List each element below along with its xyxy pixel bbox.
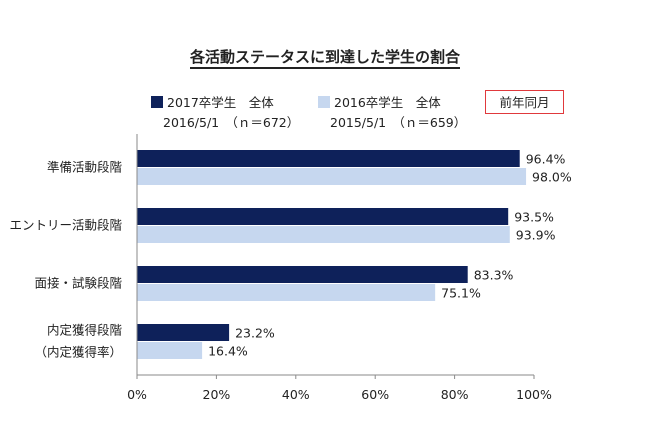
data-label: 23.2% bbox=[235, 326, 275, 341]
legend-label-2016: 2016卒学生 全体 bbox=[334, 95, 441, 110]
x-tick-label: 40% bbox=[282, 387, 310, 402]
legend-swatch-2016 bbox=[318, 96, 330, 108]
category-label: 面接・試験段階 bbox=[34, 276, 122, 291]
legend-subtitle-2017: 2016/5/1 （ｎ＝672） bbox=[163, 115, 300, 130]
bar bbox=[137, 266, 468, 283]
bar bbox=[137, 168, 527, 185]
x-tick-label: 0% bbox=[127, 387, 147, 402]
x-tick-label: 100% bbox=[516, 387, 552, 402]
legend-label-2017: 2017卒学生 全体 bbox=[167, 95, 274, 110]
bar bbox=[137, 342, 203, 359]
x-tick-label: 20% bbox=[203, 387, 231, 402]
data-label: 75.1% bbox=[441, 286, 481, 301]
bar bbox=[137, 324, 230, 341]
data-label: 16.4% bbox=[208, 344, 248, 359]
data-label: 93.9% bbox=[516, 228, 556, 243]
data-label: 98.0% bbox=[532, 170, 572, 185]
bar bbox=[137, 226, 510, 243]
bar bbox=[137, 208, 509, 225]
legend-swatch-2017 bbox=[151, 96, 163, 108]
bar bbox=[137, 284, 436, 301]
legend-2016: 2016卒学生 全体 2015/5/1 （ｎ＝659） bbox=[318, 93, 466, 133]
x-tick-label: 80% bbox=[441, 387, 469, 402]
year-comparison-callout: 前年同月 bbox=[485, 90, 564, 114]
category-label: 準備活動段階 bbox=[47, 160, 123, 175]
legend-subtitle-2016: 2015/5/1 （ｎ＝659） bbox=[330, 115, 467, 130]
category-label: 内定獲得段階 bbox=[47, 323, 123, 338]
category-label: エントリー活動段階 bbox=[9, 218, 122, 233]
bar bbox=[137, 150, 520, 167]
legend-2017: 2017卒学生 全体 2016/5/1 （ｎ＝672） bbox=[151, 93, 299, 133]
x-tick-label: 60% bbox=[361, 387, 389, 402]
data-label: 93.5% bbox=[514, 210, 554, 225]
data-label: 96.4% bbox=[526, 152, 566, 167]
data-label: 83.3% bbox=[474, 268, 514, 283]
category-label: （内定獲得率） bbox=[34, 345, 122, 360]
chart-title: 各活動ステータスに到達した学生の割合 bbox=[0, 46, 650, 69]
